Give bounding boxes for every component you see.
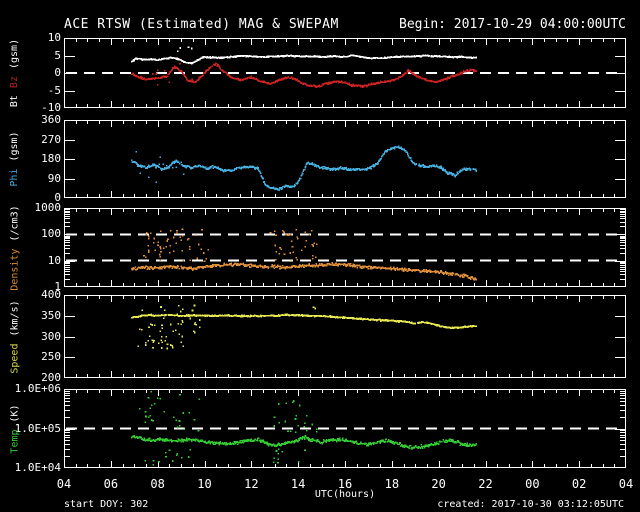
begin-timestamp: Begin: 2017-10-29 04:00:00UTC xyxy=(399,17,626,32)
ytick-temp-1.0E+04: 1.0E+04 xyxy=(14,461,61,474)
ytick-phi-270: 270 xyxy=(41,132,61,146)
ytick-phi-0: 0 xyxy=(54,191,61,204)
x-axis-label: UTC(hours) xyxy=(314,489,376,500)
ytick-temp-1.0E+05: 1.0E+05 xyxy=(14,421,61,435)
ylabel-part: Bz xyxy=(9,76,20,89)
ytick-speed-350: 350 xyxy=(41,308,61,322)
ylabel-part: Bt xyxy=(9,95,20,108)
ylabel-part: (gsm) xyxy=(9,131,20,162)
ytick-bt-bz--5: -5 xyxy=(47,83,61,97)
start-doy-label: start DOY: 302 xyxy=(64,499,149,510)
ylabel-part: (/cm3) xyxy=(9,204,20,241)
created-timestamp: created: 2017-10-30 03:12:05UTC xyxy=(437,499,624,510)
xtick-22-9: 22 xyxy=(478,477,493,491)
ytick-bt-bz-0: 0 xyxy=(54,66,61,79)
xtick-02-11: 02 xyxy=(571,477,587,491)
ytick-bt-bz--10: -10 xyxy=(41,101,61,114)
ylabel-density: Density (/cm3) xyxy=(8,204,22,291)
ytick-speed-300: 300 xyxy=(41,329,61,343)
ylabel-part: Density xyxy=(9,247,20,291)
panel-phi-plot xyxy=(64,120,626,198)
ylabel-part: (K) xyxy=(9,403,20,422)
ylabel-part: (gsm) xyxy=(9,38,20,70)
ylabel-part: Phi xyxy=(9,168,20,187)
xtick-16-6: 16 xyxy=(337,477,353,491)
plot-title: ACE RTSW (Estimated) MAG & SWEPAM xyxy=(64,17,339,32)
ytick-bt-bz-5: 5 xyxy=(54,48,61,62)
xtick-04-0: 04 xyxy=(56,477,72,491)
ytick-density-10: 10 xyxy=(47,253,61,267)
xtick-18-7: 18 xyxy=(384,477,400,491)
ytick-density-1: 1 xyxy=(54,280,61,293)
xtick-12-4: 12 xyxy=(244,477,259,491)
ytick-speed-250: 250 xyxy=(41,350,61,364)
ylabel-part: (km/s) xyxy=(9,299,20,337)
ylabel-temp: Temp (K) xyxy=(8,389,22,468)
ytick-phi-90: 90 xyxy=(47,171,61,185)
ytick-temp-1.0E+06: 1.0E+06 xyxy=(14,382,61,395)
xtick-10-3: 10 xyxy=(197,477,212,491)
ylabel-speed: Speed (km/s) xyxy=(8,295,22,378)
ylabel-phi: Phi (gsm) xyxy=(8,120,22,198)
xtick-06-1: 06 xyxy=(103,477,119,491)
ytick-bt-bz-10: 10 xyxy=(47,31,61,44)
ytick-density-100: 100 xyxy=(41,227,61,241)
xtick-00-10: 00 xyxy=(525,477,540,491)
xtick-04-12: 04 xyxy=(618,477,634,491)
ylabel-bt-bz: Bt Bz (gsm) xyxy=(8,38,22,108)
panel-temp-plot xyxy=(64,389,626,468)
ytick-density-1000: 1000 xyxy=(34,201,62,214)
ytick-phi-360: 360 xyxy=(41,113,61,126)
ylabel-part: Temp xyxy=(9,428,20,454)
xtick-20-8: 20 xyxy=(431,477,446,491)
panel-density-plot xyxy=(64,208,626,287)
ytick-speed-400: 400 xyxy=(41,288,61,301)
xtick-08-2: 08 xyxy=(150,477,165,491)
ylabel-part: Speed xyxy=(9,343,20,374)
xtick-14-5: 14 xyxy=(290,477,306,491)
ytick-phi-180: 180 xyxy=(41,152,61,165)
panel-speed-plot xyxy=(64,295,626,378)
panel-bt-bz-plot xyxy=(64,38,626,108)
ytick-speed-200: 200 xyxy=(41,371,61,384)
